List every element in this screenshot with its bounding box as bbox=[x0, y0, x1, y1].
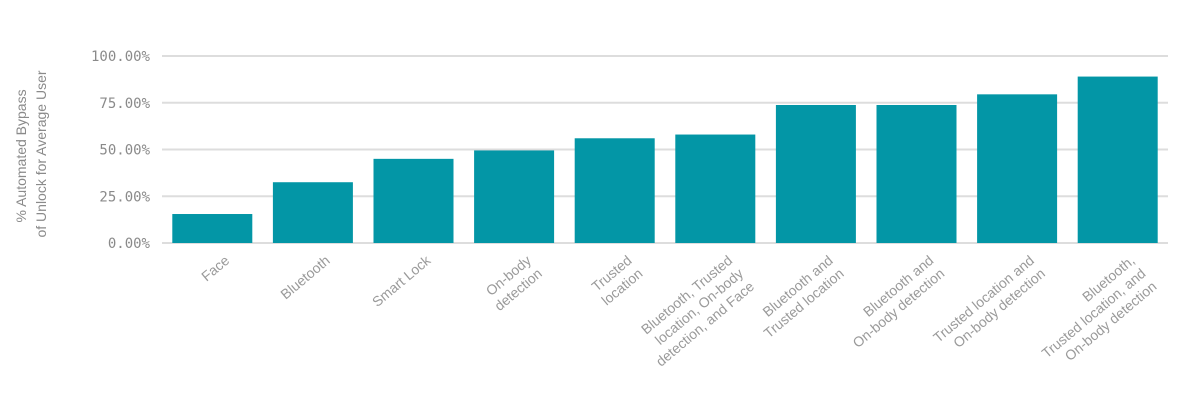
x-category-label-line: Bluetooth bbox=[277, 252, 333, 302]
bar bbox=[675, 134, 756, 243]
y-axis-ticks: 0.00% 25.00% 50.00% 75.00% 100.00% bbox=[91, 49, 151, 252]
bar bbox=[1077, 76, 1158, 243]
x-category-label: Bluetooth andTrusted location bbox=[750, 252, 847, 341]
x-category-label: Smart Lock bbox=[369, 251, 434, 309]
bar bbox=[373, 158, 454, 243]
y-tick-label: 75.00% bbox=[99, 96, 150, 112]
x-category-label-line: Smart Lock bbox=[369, 251, 434, 309]
bar bbox=[977, 94, 1058, 244]
x-axis-labels: Face Bluetooth Smart Lock On-bodydetection T… bbox=[198, 251, 1160, 374]
bar bbox=[876, 104, 957, 243]
x-category-label: Trusted location andOn-body detection bbox=[930, 252, 1048, 358]
y-axis-label: % Automated Bypass of Unlock for Average… bbox=[13, 70, 49, 237]
x-category-label: Face bbox=[198, 252, 232, 284]
y-tick-label: 100.00% bbox=[91, 49, 151, 65]
y-tick-label: 0.00% bbox=[108, 236, 151, 252]
bar bbox=[775, 104, 856, 243]
bar bbox=[574, 138, 655, 243]
bar bbox=[474, 150, 555, 243]
x-category-label: Bluetooth,Trusted location, andOn-body d… bbox=[1028, 252, 1160, 374]
x-category-label: On-bodydetection bbox=[480, 252, 545, 314]
y-tick-label: 50.00% bbox=[99, 143, 150, 159]
bar bbox=[172, 214, 253, 243]
x-category-label-line: Face bbox=[198, 252, 232, 284]
bar bbox=[272, 182, 353, 243]
y-axis-label-line-2: of Unlock for Average User bbox=[33, 70, 49, 237]
x-category-label: Bluetooth, Trustedlocation, On-bodydetec… bbox=[631, 252, 758, 369]
x-category-label: Trustedlocation bbox=[587, 252, 645, 308]
y-axis-label-line-1: % Automated Bypass bbox=[13, 89, 29, 222]
y-tick-label: 25.00% bbox=[99, 189, 150, 205]
bars bbox=[172, 76, 1158, 244]
x-category-label: Bluetooth bbox=[277, 252, 333, 302]
